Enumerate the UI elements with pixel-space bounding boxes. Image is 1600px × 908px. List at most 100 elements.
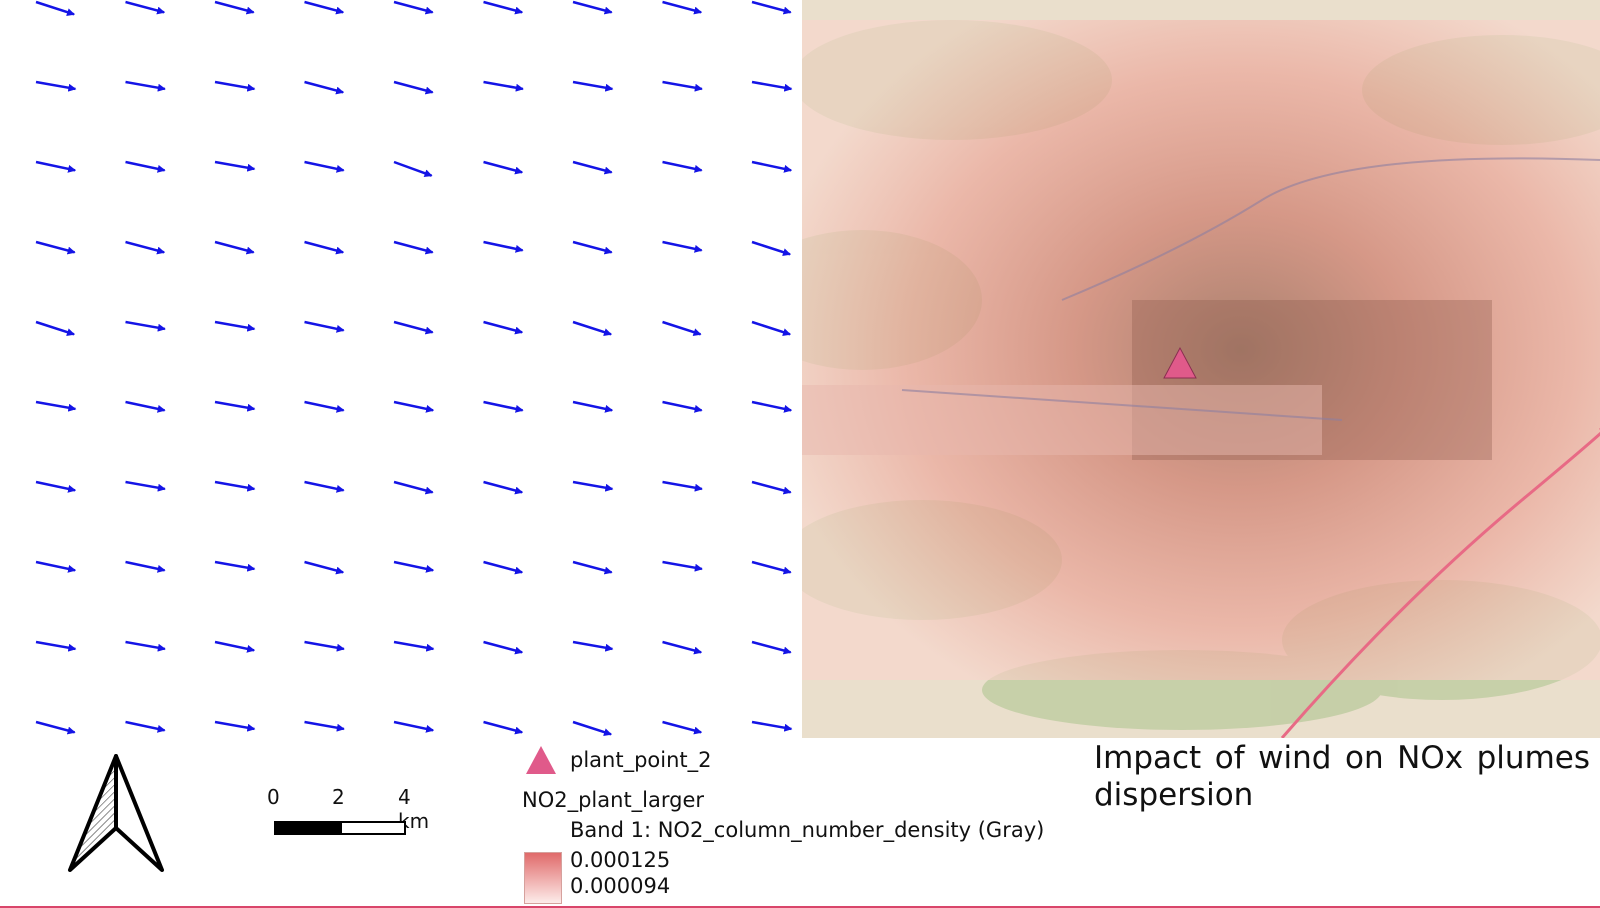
wind-arrow-icon [483,160,524,175]
wind-arrow-icon [662,400,703,413]
wind-arrow-icon [304,0,345,15]
basemap-railway [1280,428,1600,738]
wind-arrow-icon [483,560,524,575]
wind-arrow-icon [483,720,524,735]
wind-arrow-icon [751,160,793,173]
wind-arrow-icon [662,80,703,92]
wind-arrow-icon [304,320,345,333]
wind-arrow-icon [35,240,76,255]
wind-arrow-icon [214,320,256,332]
wind-arrow-icon [751,320,791,337]
legend-color-ramp [524,852,562,904]
wind-arrow-icon [572,480,614,492]
no2-plume-overlay [802,20,1600,680]
wind-arrow-icon [572,0,613,15]
wind-arrow-icon [393,400,435,413]
wind-arrow-icon [125,560,166,573]
wind-arrow-icon [304,640,345,652]
wind-arrow-icon [393,480,434,495]
wind-arrow-icon [393,80,434,95]
wind-arrow-icon [125,0,166,15]
wind-arrow-icon [662,720,703,735]
wind-arrow-icon [214,0,255,15]
wind-arrow-icon [751,400,793,413]
wind-arrow-icon [483,400,524,413]
basemap-roads [901,157,1600,421]
wind-arrow-icon [35,560,77,573]
wind-arrow-icon [751,640,792,655]
wind-arrow-icon [483,0,524,15]
wind-arrow-icon [304,480,345,493]
wind-arrow-icon [304,160,345,173]
wind-arrow-icon [483,640,524,655]
wind-arrow-icon [393,720,435,733]
wind-arrow-icon [393,560,435,573]
scale-label-2: 2 [332,785,345,809]
wind-arrow-icon [125,720,166,733]
wind-arrow-icon [125,640,166,652]
wind-arrow-icon [214,720,256,732]
wind-arrow-icon [751,0,792,15]
wind-vector-field [35,0,793,737]
wind-arrow-icon [35,320,75,337]
legend-raster-layer-label: NO2_plant_larger [522,788,705,812]
wind-arrow-icon [572,640,614,652]
wind-arrow-icon [125,480,166,492]
wind-arrow-icon [662,0,703,15]
wind-arrow-icon [483,320,524,335]
wind-arrow-icon [662,640,703,655]
no2-plume-band [802,385,1322,455]
wind-arrow-icon [304,720,345,732]
legend-band-label: Band 1: NO2_column_number_density (Gray) [570,818,1045,842]
wind-arrow-icon [304,560,345,575]
wind-arrow-icon [125,400,166,413]
wind-arrow-icon [751,720,793,732]
wind-arrow-icon [483,480,524,495]
wind-arrow-icon [483,240,524,253]
scale-bar: 0 2 4 km [267,785,445,845]
page-bottom-border [0,906,1600,908]
north-arrow-icon [68,754,164,872]
wind-arrow-icon [214,560,256,572]
legend-ramp-min: 0.000094 [570,874,671,898]
wind-arrow-icon [214,80,256,92]
wind-arrow-icon [751,560,792,575]
wind-arrow-icon [35,640,77,652]
wind-arrow-icon [572,560,613,575]
legend-ramp-max: 0.000125 [570,848,671,872]
wind-arrow-icon [572,160,613,175]
wind-arrow-icon [125,160,166,173]
wind-arrow-icon [751,480,792,495]
wind-arrow-icon [35,160,77,173]
wind-arrow-icon [35,0,75,17]
wind-arrow-icon [125,320,166,332]
wind-arrow-icon [214,240,255,255]
wind-arrow-icon [572,240,613,255]
map-title: Impact of wind on NOx plumes dispersion [1094,740,1590,813]
wind-arrow-icon [662,240,703,253]
wind-arrow-icon [662,480,703,492]
legend-point-layer-label: plant_point_2 [570,748,712,772]
wind-arrow-icon [125,80,166,92]
wind-arrow-icon [662,320,702,337]
wind-arrow-icon [214,480,256,492]
wind-arrow-icon [483,80,524,92]
plant-marker-triangle-icon[interactable] [1163,346,1197,379]
wind-arrow-icon [393,240,434,255]
wind-arrow-icon [35,480,77,493]
wind-arrow-icon [751,80,793,92]
wind-arrow-icon [125,240,166,255]
plant-point-symbol-triangle-icon [526,746,556,774]
wind-arrow-icon [662,560,703,572]
wind-arrow-icon [304,240,345,255]
wind-arrow-icon [214,160,256,172]
wind-arrow-icon [572,720,612,737]
wind-arrow-icon [214,640,256,653]
wind-arrow-icon [304,400,345,413]
no2-map-panel[interactable] [802,0,1600,738]
wind-arrow-icon [35,80,77,92]
scale-bar-white-segment [340,821,406,835]
wind-arrow-icon [35,720,76,735]
wind-arrow-icon [572,80,614,92]
wind-arrow-icon [304,80,345,95]
